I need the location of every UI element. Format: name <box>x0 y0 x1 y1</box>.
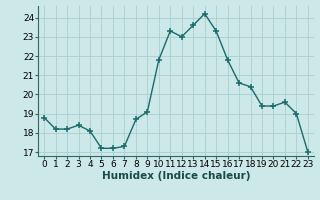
X-axis label: Humidex (Indice chaleur): Humidex (Indice chaleur) <box>102 171 250 181</box>
